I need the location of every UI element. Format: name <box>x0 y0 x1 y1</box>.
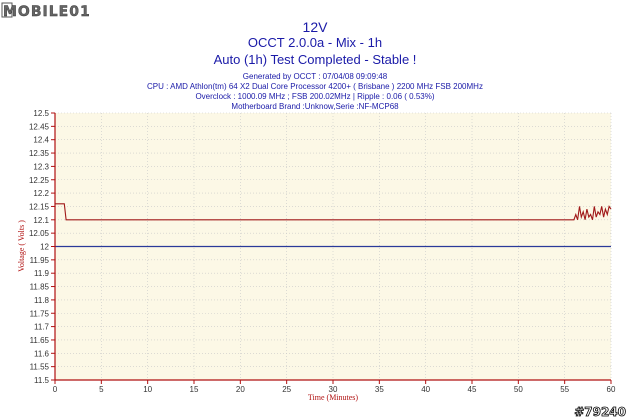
x-tick-label: 60 <box>607 385 616 394</box>
y-tick-label: 12.15 <box>29 202 50 211</box>
x-tick-label: 55 <box>560 385 569 394</box>
y-tick-label: 11.7 <box>34 323 50 332</box>
x-axis-label: Time (Minutes) <box>308 393 358 402</box>
y-tick-label: 11.8 <box>34 296 50 305</box>
y-tick-label: 11.5 <box>34 376 50 385</box>
y-tick-label: 11.95 <box>30 256 50 265</box>
info-cpu: CPU : AMD Athlon(tm) 64 X2 Dual Core Pro… <box>147 82 483 91</box>
y-tick-label: 12.45 <box>29 122 50 131</box>
logo-text: MOBILE01 <box>3 4 91 20</box>
x-tick-label: 20 <box>236 385 245 394</box>
y-tick-label: 12.05 <box>29 229 50 238</box>
y-tick-label: 12.2 <box>33 189 49 198</box>
x-tick-label: 40 <box>421 385 430 394</box>
y-tick-label: 11.65 <box>30 336 50 345</box>
axes <box>51 112 612 384</box>
y-tick-label: 11.6 <box>34 349 50 358</box>
watermark: #79240 <box>574 405 626 419</box>
y-tick-label: 12.4 <box>33 136 49 145</box>
y-tick-label: 12.3 <box>33 162 49 171</box>
x-tick-label: 10 <box>143 385 152 394</box>
x-tick-label: 50 <box>514 385 523 394</box>
x-tick-label: 5 <box>99 385 104 394</box>
y-tick-label: 12 <box>40 243 49 252</box>
x-tick-label: 30 <box>329 385 338 394</box>
y-tick-label: 11.9 <box>34 269 50 278</box>
chart-subtitle: OCCT 2.0.0a - Mix - 1h <box>248 35 382 50</box>
y-tick-label: 12.5 <box>33 109 49 118</box>
y-tick-labels: 12.5 12.45 12.4 12.35 12.3 12.25 12.2 12.15 12.1… <box>29 109 50 385</box>
y-tick-label: 12.25 <box>29 176 50 185</box>
info-motherboard: Motherboard Brand :Unknow,Serie :NF-MCP6… <box>231 102 399 111</box>
y-tick-label: 12.35 <box>29 149 50 158</box>
series-layer <box>55 203 612 248</box>
info-generated: Generated by OCCT : 07/04/08 09:09:48 <box>243 72 388 81</box>
info-overclock: Overclock : 1000.09 MHz ; FSB 200.02MHz … <box>195 92 434 101</box>
y-tick-label: 11.85 <box>30 283 50 292</box>
logo: MOBILE01 <box>1 2 91 20</box>
test-status: Auto (1h) Test Completed - Stable ! <box>214 52 417 67</box>
x-tick-labels: 0 5 10 15 20 25 30 35 40 45 50 55 60 <box>53 385 616 394</box>
x-tick-label: 25 <box>282 385 291 394</box>
y-tick-label: 11.55 <box>30 363 50 372</box>
x-tick-label: 45 <box>468 385 477 394</box>
x-tick-label: 35 <box>375 385 384 394</box>
voltage-line <box>55 203 612 221</box>
x-tick-label: 15 <box>190 385 199 394</box>
chart-title: 12V <box>303 19 329 35</box>
y-axis-label: Voltage ( Volts ) <box>17 220 26 272</box>
y-tick-label: 12.1 <box>33 216 49 225</box>
y-tick-label: 11.75 <box>30 309 50 318</box>
x-tick-label: 0 <box>53 385 58 394</box>
